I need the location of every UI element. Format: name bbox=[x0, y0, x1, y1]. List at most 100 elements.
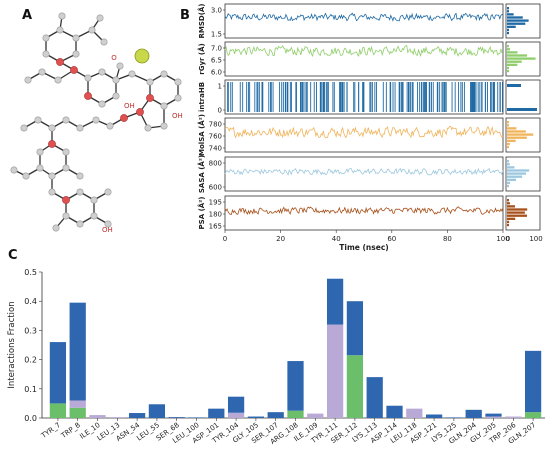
oxygen-atom bbox=[48, 140, 56, 148]
histogram-bar bbox=[507, 127, 517, 130]
histogram-bar bbox=[507, 13, 514, 16]
atom-node bbox=[72, 50, 80, 58]
atom-node bbox=[76, 172, 84, 180]
histogram-bar bbox=[507, 10, 509, 13]
y-tick-label: 6.0 bbox=[211, 69, 222, 77]
atom-node bbox=[76, 124, 84, 132]
atom-node bbox=[42, 34, 50, 42]
bar-segment bbox=[445, 417, 463, 418]
atom-node bbox=[174, 94, 182, 102]
histogram-bar bbox=[507, 28, 509, 32]
atom-node bbox=[38, 68, 46, 76]
x-tick-label: 40 bbox=[332, 235, 341, 243]
bar-segment bbox=[49, 342, 67, 404]
atom-node bbox=[106, 122, 114, 130]
histogram-bar bbox=[507, 217, 516, 220]
atom-node bbox=[48, 172, 56, 180]
histogram-bar bbox=[507, 169, 530, 172]
y-tick-label: 760 bbox=[209, 133, 222, 141]
subplot-ylabel: PSA (Å²) bbox=[197, 197, 206, 230]
oxygen-atom bbox=[56, 58, 64, 66]
y-tick-label: 180 bbox=[209, 211, 222, 219]
histogram-bar bbox=[507, 51, 518, 54]
histogram-bar bbox=[507, 54, 527, 57]
bar-segment bbox=[524, 350, 542, 413]
bar-segment bbox=[49, 403, 67, 418]
histogram-bar bbox=[507, 22, 526, 25]
ligand-marker-icon bbox=[134, 48, 150, 64]
category-label: TRP_8 bbox=[59, 421, 82, 440]
atom-node bbox=[48, 188, 56, 196]
histogram-bar bbox=[507, 178, 517, 181]
molecule-structure: OH OH OH O bbox=[10, 12, 183, 234]
histogram-bar bbox=[507, 66, 509, 70]
y-tick-label: 0.2 bbox=[24, 356, 37, 365]
atom-node bbox=[98, 68, 106, 76]
histogram-bar bbox=[507, 84, 521, 87]
histogram-bar bbox=[507, 60, 522, 63]
oxygen-atom bbox=[62, 196, 70, 204]
series-line bbox=[224, 44, 504, 58]
atom-node bbox=[20, 124, 28, 132]
atom-node bbox=[92, 116, 100, 124]
histogram-bar bbox=[507, 145, 509, 149]
atom-node bbox=[10, 166, 18, 174]
histogram-bar bbox=[507, 181, 511, 185]
subplot-ylabel: RMSD(Å) bbox=[197, 3, 206, 38]
x-tick-label: 20 bbox=[276, 235, 285, 243]
atom-node bbox=[98, 100, 106, 108]
atom-node bbox=[76, 188, 84, 196]
y-tick-label: 0.4 bbox=[24, 297, 37, 306]
subplot-ylabel: rGyr (Å) bbox=[197, 43, 206, 74]
atom-node bbox=[62, 164, 70, 172]
bar-segment bbox=[326, 324, 344, 418]
y-tick-label: 1 bbox=[218, 83, 222, 91]
atom-node bbox=[96, 14, 104, 22]
atom-node bbox=[22, 172, 30, 180]
atom-node bbox=[52, 224, 60, 232]
atom-node bbox=[112, 92, 120, 100]
y-tick-label: 7.0 bbox=[211, 45, 222, 53]
histogram-bar bbox=[507, 7, 509, 10]
atom-node bbox=[104, 188, 112, 196]
atom-node bbox=[104, 220, 112, 228]
series-line bbox=[224, 167, 504, 176]
atom-node bbox=[174, 78, 182, 86]
bar-segment bbox=[69, 407, 86, 418]
bar-segment bbox=[267, 412, 284, 418]
histogram-bar bbox=[507, 184, 509, 188]
oxygen-atom bbox=[84, 92, 92, 100]
subplot-frame bbox=[224, 3, 504, 39]
y-tick-label: 3.0 bbox=[211, 7, 222, 15]
atom-node bbox=[100, 38, 108, 46]
y-tick-label: 780 bbox=[209, 121, 222, 129]
bar-segment bbox=[168, 417, 185, 418]
histogram-bar bbox=[507, 223, 509, 227]
bar-segment bbox=[386, 405, 403, 418]
bar-segment bbox=[485, 416, 502, 418]
atom-node bbox=[36, 148, 44, 156]
histogram-bar bbox=[507, 63, 518, 66]
bar-segment bbox=[287, 361, 304, 411]
bar-segment bbox=[465, 409, 482, 418]
histogram-bar bbox=[507, 214, 527, 217]
bar-segment bbox=[425, 414, 443, 418]
bar-segment bbox=[406, 408, 423, 418]
bar-segment bbox=[346, 301, 364, 356]
bar-segment bbox=[227, 396, 245, 413]
histogram-bar bbox=[507, 166, 515, 169]
histogram-bar bbox=[507, 45, 509, 48]
atom-node bbox=[56, 26, 64, 34]
x-tick-label: 0 bbox=[223, 235, 227, 243]
histogram-bar bbox=[507, 205, 515, 208]
atom-node bbox=[146, 78, 154, 86]
histogram-bar bbox=[507, 175, 523, 178]
atom-node bbox=[88, 26, 96, 34]
bar-segment bbox=[89, 415, 106, 418]
atom-node bbox=[34, 116, 42, 124]
atom-node bbox=[76, 220, 84, 228]
md-subplot-3: MolSA (Å²) 780 760 740 bbox=[197, 114, 541, 156]
subplot-ylabel: intraHB bbox=[198, 82, 206, 112]
